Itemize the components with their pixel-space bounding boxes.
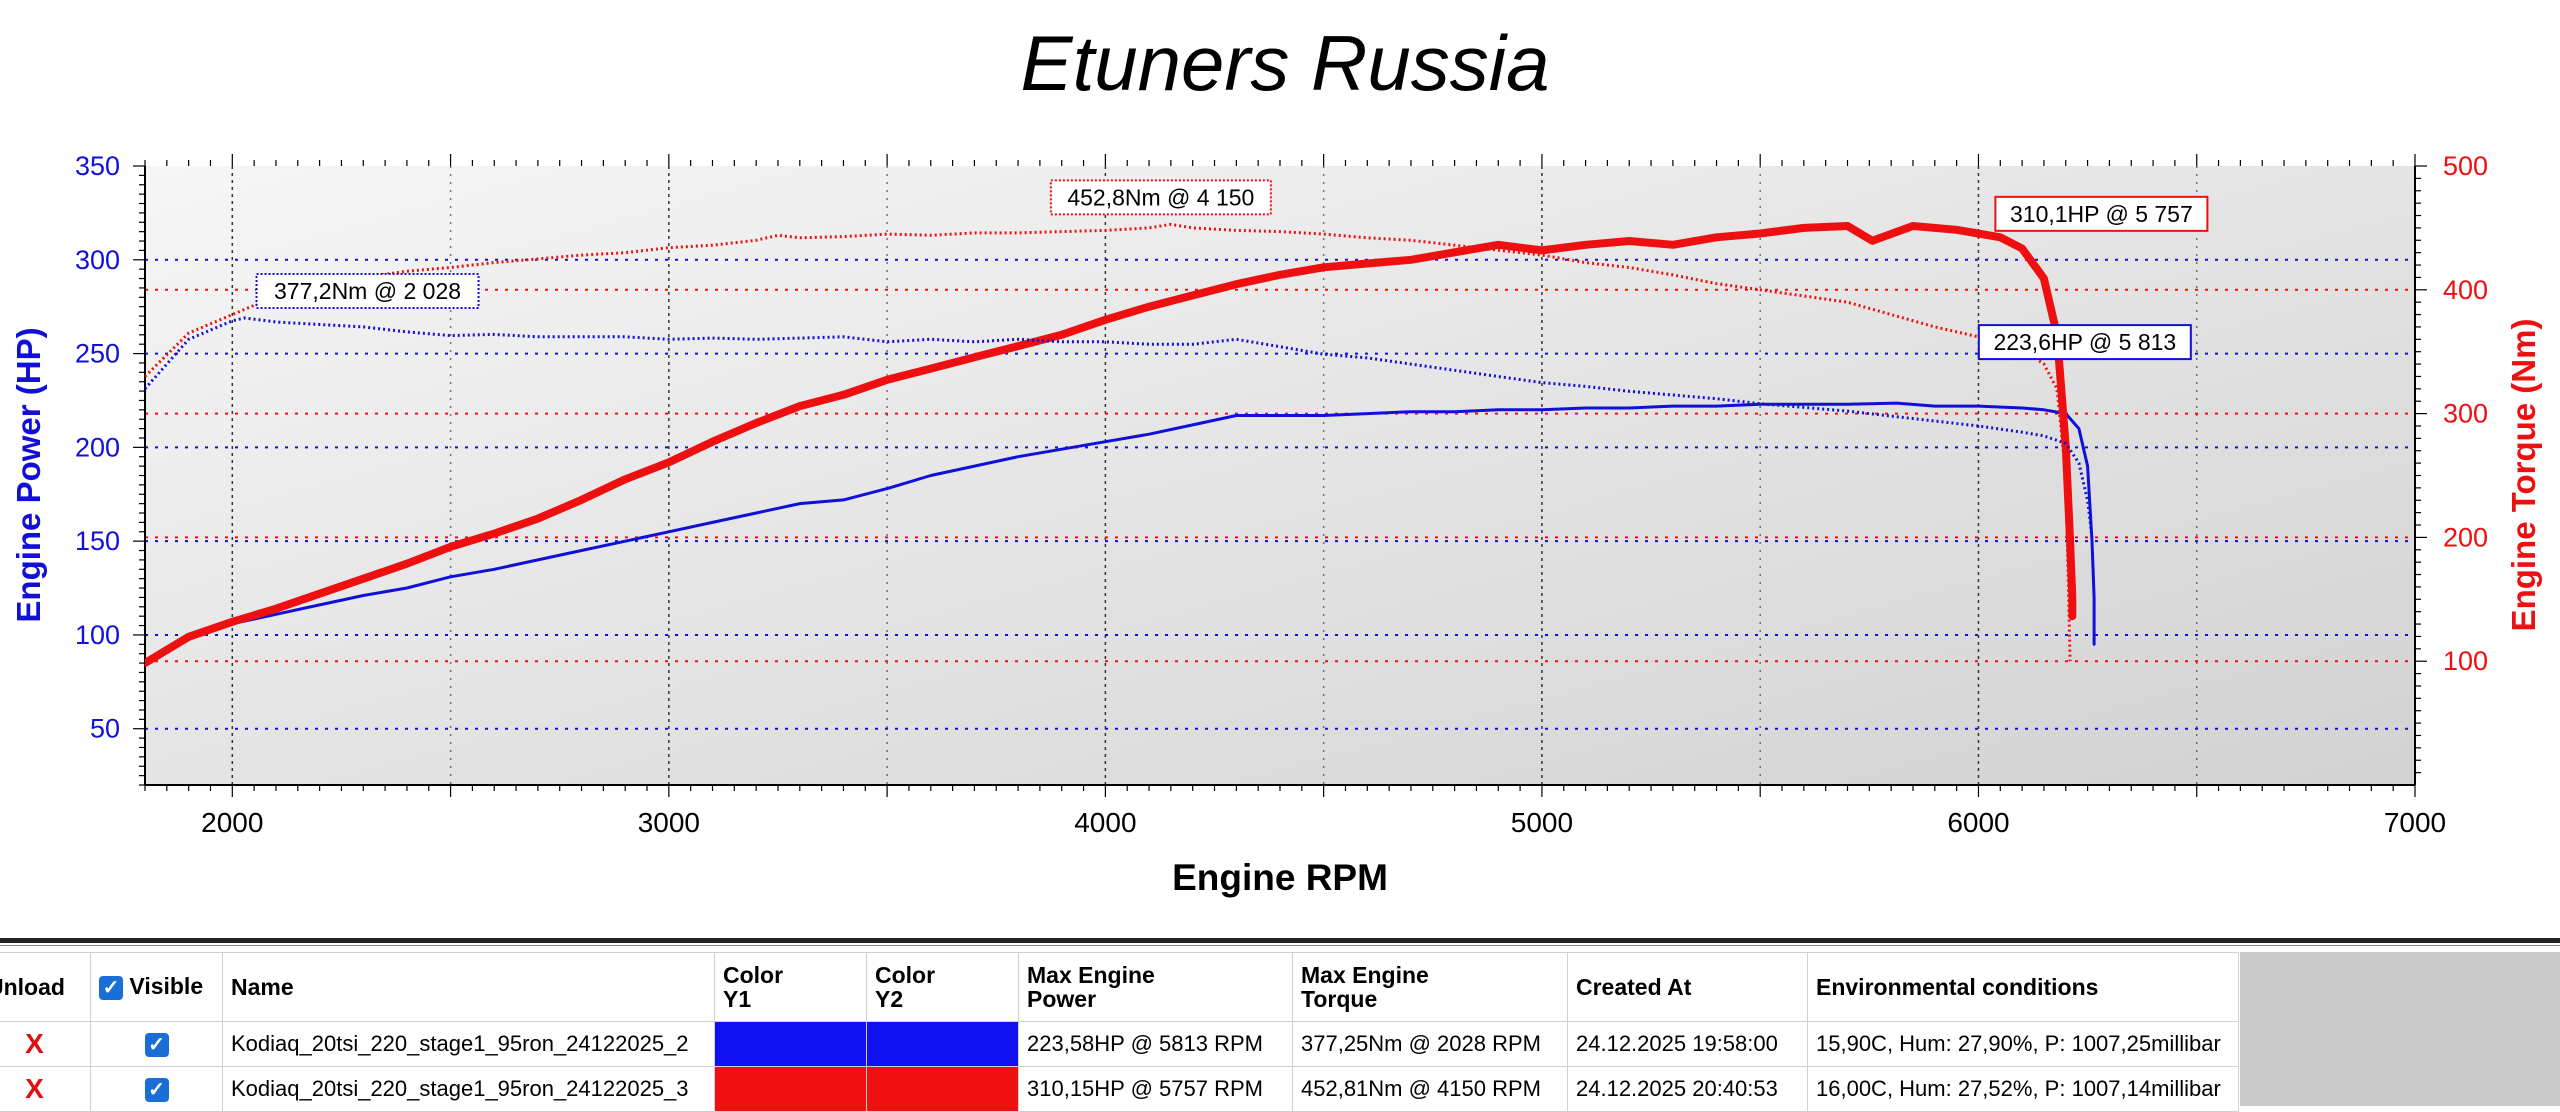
env-conditions: 16,00C, Hum: 27,52%, P: 1007,14millibar: [1807, 1066, 2239, 1112]
power-curve-run-3: [145, 222, 2077, 668]
runs-grid: Unload ✓ Visible Name Color Y1 Color Y2 …: [0, 938, 2560, 1112]
run-name: Kodiaq_20tsi_220_stage1_95ron_24122025_2: [222, 1021, 715, 1067]
col-header-visible[interactable]: ✓ Visible: [90, 952, 223, 1022]
annotation-label: 377,2Nm @ 2 028: [274, 278, 461, 304]
max-power: 310,15HP @ 5757 RPM: [1018, 1066, 1293, 1112]
max-torque: 452,81Nm @ 4150 RPM: [1292, 1066, 1568, 1112]
x-tick-label: 5000: [1511, 807, 1573, 838]
run-name: Kodiaq_20tsi_220_stage1_95ron_24122025_3: [222, 1066, 715, 1112]
annotation-box: [1049, 179, 1272, 216]
color-y1-fill[interactable]: [715, 1067, 866, 1111]
y-tick-label: 150: [75, 526, 120, 556]
annotation-box: [1977, 324, 2192, 361]
annotation-label: 223,6HP @ 5 813: [1993, 329, 2176, 355]
col-header-created-at[interactable]: Created At: [1567, 952, 1808, 1022]
color-y1-swatch[interactable]: [714, 1066, 867, 1112]
unload-button[interactable]: X: [0, 1066, 91, 1112]
col-header-max-power[interactable]: Max Engine Power: [1018, 952, 1293, 1022]
x-tick-label: 6000: [1947, 807, 2009, 838]
y-tick-label: 100: [75, 620, 120, 650]
x-tick-label: 7000: [2384, 807, 2446, 838]
visible-cell[interactable]: ✓: [90, 1066, 223, 1112]
color-y2-fill[interactable]: [867, 1067, 1018, 1111]
y2-tick-label: 200: [2443, 522, 2488, 552]
runs-table: Unload ✓ Visible Name Color Y1 Color Y2 …: [0, 952, 2239, 1112]
x-tick-label: 3000: [638, 807, 700, 838]
chart-title: Etuners Russia: [1021, 19, 1550, 107]
torque-curve-run-3: [145, 222, 2072, 662]
color-y2-fill[interactable]: [867, 1022, 1018, 1066]
dyno-chart: Etuners Russia 50 100 150 200 250 300 350 100 200…: [10, 19, 2542, 898]
grid-empty-area: [2240, 952, 2560, 1106]
max-power: 223,58HP @ 5813 RPM: [1018, 1021, 1293, 1067]
y2-tick-label: 100: [2443, 646, 2488, 676]
visible-checkbox[interactable]: ✓: [144, 1078, 169, 1103]
col-header-color-y2[interactable]: Color Y2: [866, 952, 1019, 1022]
col-header-max-torque[interactable]: Max Engine Torque: [1292, 952, 1568, 1022]
table-row[interactable]: X ✓ Kodiaq_20tsi_220_stage1_95ron_241220…: [0, 1021, 2239, 1067]
unload-button[interactable]: X: [0, 1021, 91, 1067]
visible-cell[interactable]: ✓: [90, 1021, 223, 1067]
y-axis-label: Engine Power (HP): [10, 327, 47, 622]
y-tick-label: 200: [75, 432, 120, 462]
col-header-env[interactable]: Environmental conditions: [1807, 952, 2239, 1022]
torque-curve-run-2: [145, 316, 2094, 538]
table-row[interactable]: X ✓ Kodiaq_20tsi_220_stage1_95ron_241220…: [0, 1066, 2239, 1112]
col-header-name[interactable]: Name: [222, 952, 715, 1022]
col-header-color-y1[interactable]: Color Y1: [714, 952, 867, 1022]
color-y2-swatch[interactable]: [866, 1021, 1019, 1067]
y-tick-label: 250: [75, 339, 120, 369]
color-y1-fill[interactable]: [715, 1022, 866, 1066]
close-icon[interactable]: X: [25, 1028, 44, 1059]
color-y2-swatch[interactable]: [866, 1066, 1019, 1112]
splitter[interactable]: [0, 938, 2560, 943]
created-at: 24.12.2025 19:58:00: [1567, 1021, 1808, 1067]
env-conditions: 15,90C, Hum: 27,90%, P: 1007,25millibar: [1807, 1021, 2239, 1067]
y2-tick-label: 500: [2443, 151, 2488, 181]
annotation-box: [255, 273, 480, 310]
visible-checkbox[interactable]: ✓: [144, 1033, 169, 1058]
power-curve-run-2: [145, 401, 2096, 665]
y-tick-label: 300: [75, 245, 120, 275]
annotation-label: 452,8Nm @ 4 150: [1067, 184, 1254, 210]
x-axis-label: Engine RPM: [1172, 857, 1388, 898]
splitter-line: [0, 945, 2560, 946]
visible-all-checkbox[interactable]: ✓: [99, 975, 123, 1000]
y2-axis-label: Engine Torque (Nm): [2505, 319, 2542, 632]
y-tick-label: 50: [90, 714, 120, 744]
x-tick-label: 4000: [1074, 807, 1136, 838]
annotation-label: 310,1HP @ 5 757: [2010, 201, 2193, 227]
x-tick-label: 2000: [201, 807, 263, 838]
max-torque: 377,25Nm @ 2028 RPM: [1292, 1021, 1568, 1067]
col-header-unload[interactable]: Unload: [0, 952, 91, 1022]
color-y1-swatch[interactable]: [714, 1021, 867, 1067]
y-tick-label: 350: [75, 151, 120, 181]
close-icon[interactable]: X: [25, 1073, 44, 1104]
created-at: 24.12.2025 20:40:53: [1567, 1066, 1808, 1112]
annotation-box: [1994, 195, 2209, 232]
y2-tick-label: 400: [2443, 275, 2488, 305]
header-row: Unload ✓ Visible Name Color Y1 Color Y2 …: [0, 952, 2239, 1022]
y2-tick-label: 300: [2443, 399, 2488, 429]
